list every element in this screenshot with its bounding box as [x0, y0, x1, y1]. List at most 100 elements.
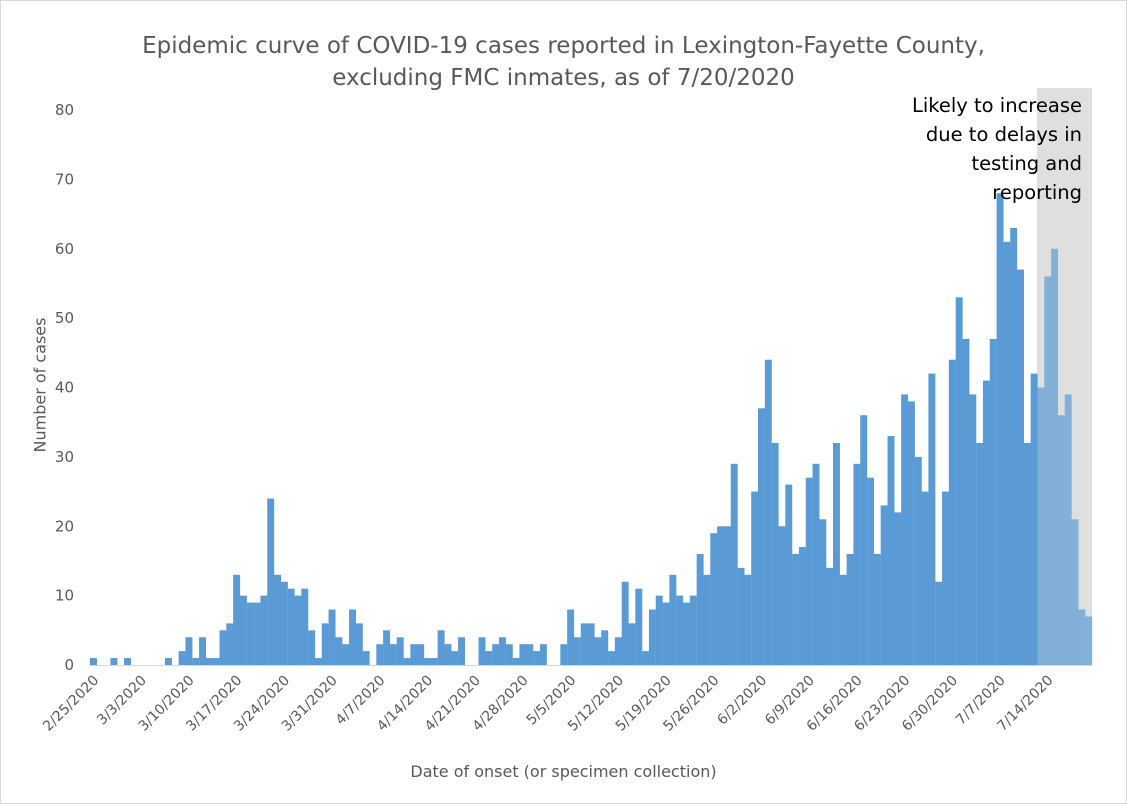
bar [758, 408, 765, 665]
bar [383, 630, 391, 665]
bar [873, 554, 881, 665]
y-tick-label: 0 [64, 656, 74, 674]
bar [839, 574, 847, 665]
bar [294, 595, 302, 666]
bar [362, 651, 370, 666]
bar [628, 623, 636, 666]
bar [778, 526, 786, 665]
bar [233, 574, 241, 665]
y-tick-label: 10 [55, 587, 74, 605]
bar [1057, 415, 1065, 665]
bar [539, 644, 547, 665]
bar [349, 609, 356, 665]
y-tick-label: 60 [55, 240, 74, 258]
y-tick-label: 50 [55, 309, 74, 327]
bar [887, 436, 895, 665]
bar [662, 602, 670, 665]
bar [1064, 394, 1072, 665]
bar [914, 456, 922, 666]
bar [458, 637, 466, 665]
bar [1071, 519, 1079, 665]
bar [314, 658, 322, 665]
bar [955, 297, 963, 665]
bar [1003, 241, 1011, 665]
bar [226, 623, 234, 666]
bar [669, 574, 677, 665]
bar [396, 637, 404, 665]
bar [764, 359, 772, 665]
y-tick-label: 80 [55, 101, 74, 119]
bar [417, 644, 425, 665]
bar [335, 637, 343, 665]
bar [451, 651, 459, 666]
bar [328, 609, 336, 665]
bar [935, 581, 943, 665]
annotation-line: testing and [972, 152, 1083, 175]
bar [907, 401, 915, 666]
bar [437, 630, 445, 665]
bar [505, 644, 513, 665]
bar [642, 651, 650, 666]
bar [199, 637, 207, 665]
bar [894, 512, 902, 666]
bar [723, 526, 731, 665]
bar [164, 658, 172, 665]
bar [212, 658, 220, 665]
bar [492, 644, 500, 665]
bar [832, 443, 840, 665]
bar [253, 602, 261, 665]
bar [608, 651, 616, 666]
bar [901, 394, 909, 665]
bar [342, 644, 350, 665]
bar [710, 533, 718, 665]
bar [655, 595, 663, 666]
bar [867, 477, 875, 665]
bar [676, 595, 684, 666]
bar [308, 630, 316, 665]
bar [185, 637, 193, 665]
bar [771, 443, 779, 665]
bar [717, 526, 725, 665]
bar [90, 658, 97, 665]
bar [744, 574, 752, 665]
bar [853, 463, 861, 665]
bar [321, 623, 329, 666]
annotation-line: reporting [992, 181, 1082, 204]
bar [410, 644, 418, 665]
bar [567, 609, 575, 665]
bar [573, 637, 581, 665]
bar [205, 658, 213, 665]
bar [1037, 387, 1045, 665]
bar [239, 595, 247, 666]
bar [996, 193, 1004, 665]
bar [192, 658, 200, 665]
bar [389, 644, 397, 665]
bar [444, 644, 452, 665]
bar [1010, 227, 1018, 665]
bar [1078, 609, 1086, 665]
bar [280, 581, 288, 665]
bar [880, 505, 888, 665]
bar [928, 373, 936, 666]
bar [969, 394, 977, 665]
bar [1030, 373, 1038, 666]
bar [355, 623, 363, 666]
bar [485, 651, 493, 666]
x-tick-label: 2/25/2020 [40, 673, 102, 735]
bar [1044, 276, 1052, 665]
bar [621, 581, 629, 665]
bar [948, 359, 956, 665]
bar [601, 630, 609, 665]
bar [260, 595, 268, 666]
bar [498, 637, 506, 665]
bar [376, 644, 384, 665]
bar [587, 623, 595, 666]
bar [737, 567, 745, 666]
y-tick-label: 70 [55, 170, 74, 188]
chart-title-line-2: excluding FMC inmates, as of 7/20/2020 [332, 65, 795, 91]
bar [683, 602, 690, 665]
bar [1085, 616, 1093, 665]
bar [478, 637, 486, 665]
bar [696, 554, 704, 665]
